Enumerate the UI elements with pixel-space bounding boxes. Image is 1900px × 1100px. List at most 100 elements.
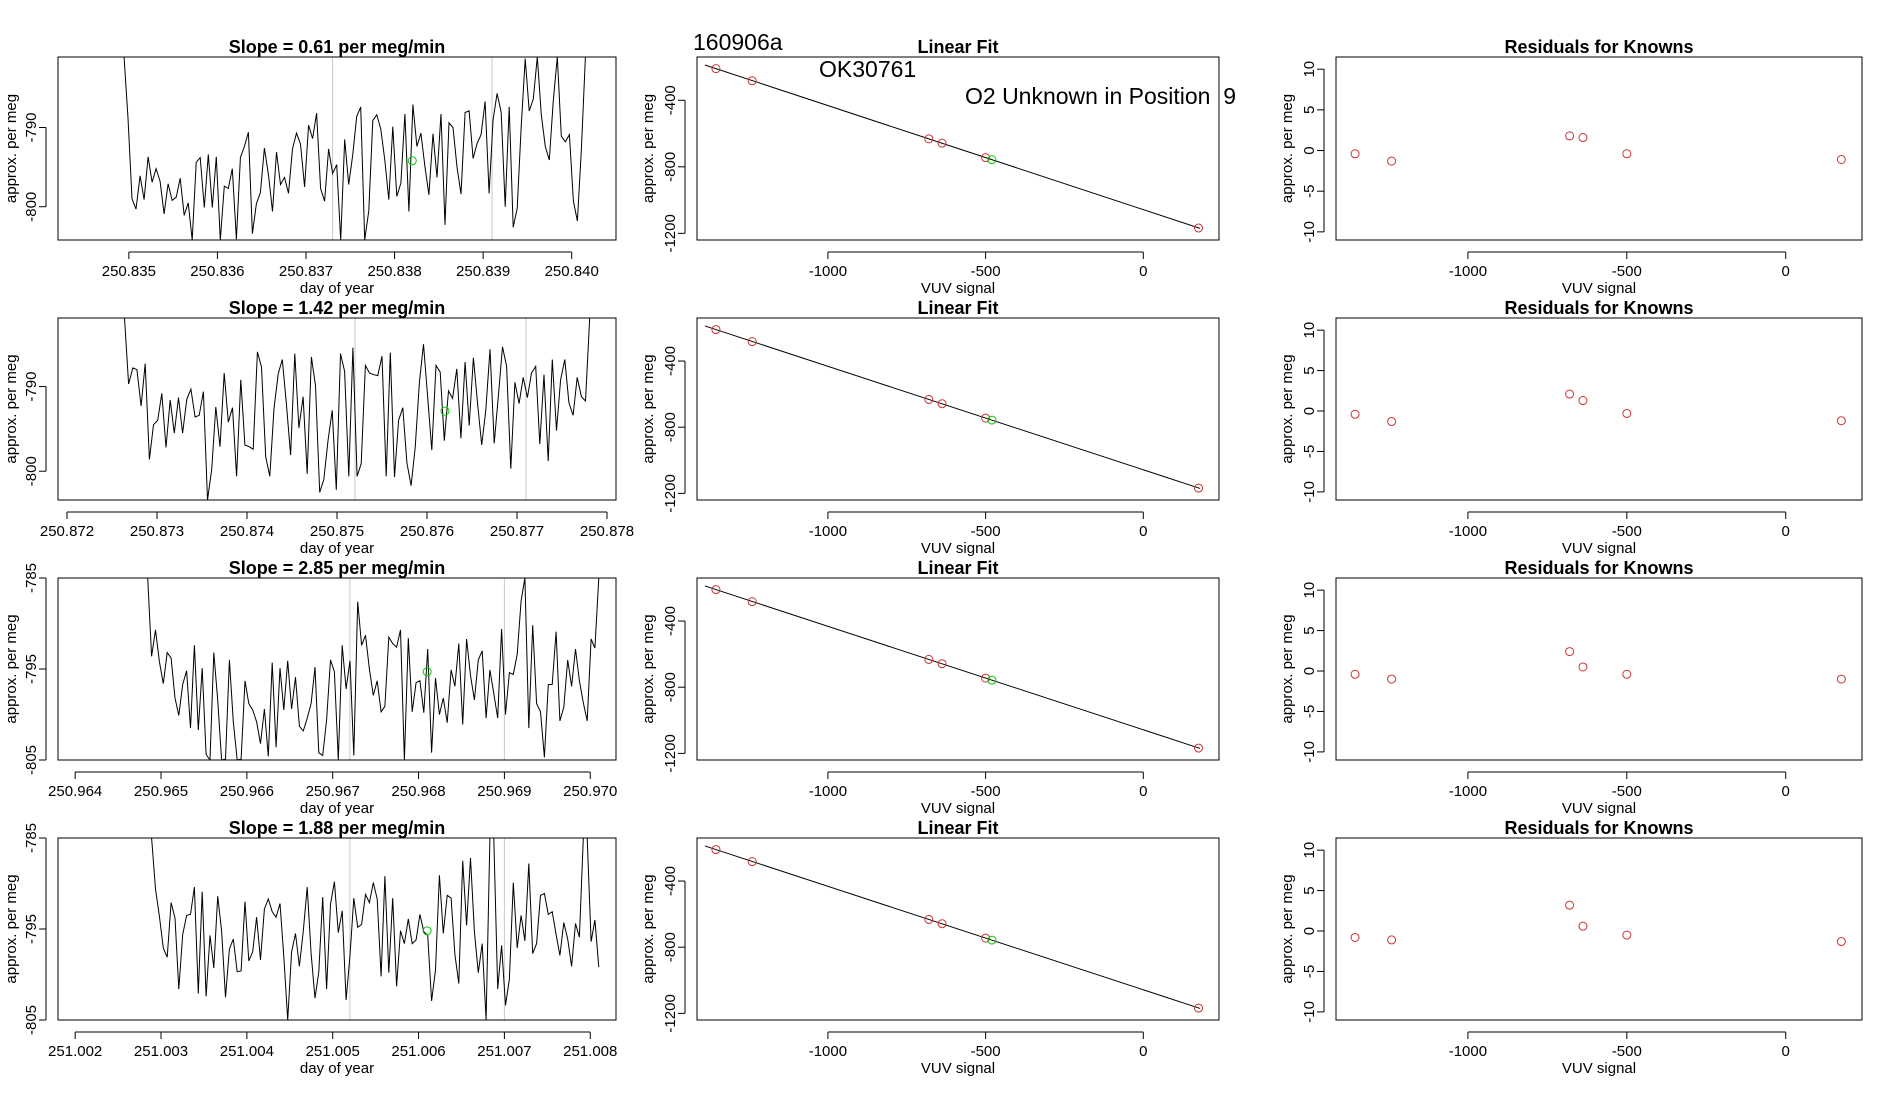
- x-tick-label: 251.006: [391, 1043, 445, 1060]
- y-tick-label: -790: [23, 372, 40, 402]
- plot-frame: [696, 577, 1220, 761]
- x-tick-label: 250.836: [190, 263, 244, 280]
- figure-title-position: O2 Unknown in Position 9: [965, 83, 1237, 109]
- y-tick-label: -800: [23, 192, 40, 222]
- known-point: [1350, 932, 1360, 942]
- slope-value: 1.42: [298, 298, 333, 318]
- x-tick-label: 0: [1782, 263, 1790, 280]
- panel-title: Slope = 2.85 per meg/min: [229, 558, 446, 578]
- y-axis-label: approx. per meg: [640, 94, 657, 203]
- x-tick-label: 251.004: [220, 1043, 274, 1060]
- y-tick-label: -785: [23, 563, 40, 593]
- known-point: [747, 337, 757, 347]
- x-axis-label: VUV signal: [921, 540, 995, 557]
- known-point: [981, 673, 991, 683]
- x-tick-label: 250.835: [102, 263, 156, 280]
- x-tick-label: 250.875: [310, 523, 364, 540]
- x-tick-label: 251.003: [134, 1043, 188, 1060]
- x-tick-label: -500: [1612, 523, 1642, 540]
- x-tick-label: -1000: [1449, 783, 1487, 800]
- x-tick-label: 0: [1782, 1043, 1790, 1060]
- x-tick-label: -1000: [1449, 523, 1487, 540]
- x-tick-label: 250.966: [220, 783, 274, 800]
- x-tick-label: 250.878: [580, 523, 634, 540]
- y-tick-label: 5: [1301, 106, 1318, 114]
- y-tick-label: -5: [1301, 965, 1318, 978]
- x-tick-label: 250.967: [306, 783, 360, 800]
- slope-value: 2.85: [298, 558, 333, 578]
- y-tick-label: -400: [662, 606, 679, 636]
- known-point: [1578, 133, 1588, 143]
- known-point: [1193, 743, 1203, 753]
- slope-value: 0.61: [298, 37, 333, 57]
- x-tick-label: -500: [971, 1043, 1001, 1060]
- known-point: [711, 845, 721, 855]
- x-axis-label: day of year: [300, 280, 374, 297]
- slope-unit: per meg/min: [333, 818, 445, 838]
- known-point: [1350, 149, 1360, 159]
- y-tick-label: -400: [662, 346, 679, 376]
- fit-line: [704, 585, 1201, 749]
- known-point: [1622, 930, 1632, 940]
- y-tick-label: 10: [1301, 842, 1318, 859]
- y-tick-label: -800: [662, 672, 679, 702]
- panel-11-linear-fit: Linear Fit VUV signal approx. per meg -1000…: [640, 818, 1220, 1077]
- y-tick-label: -805: [23, 745, 40, 775]
- plot-frame: [1335, 837, 1863, 1021]
- y-tick-label: -795: [23, 914, 40, 944]
- y-tick-label: -795: [23, 654, 40, 684]
- known-point: [937, 919, 947, 929]
- x-tick-label: 0: [1139, 783, 1147, 800]
- unknown-point: [987, 415, 997, 425]
- x-axis-label: day of year: [300, 540, 374, 557]
- x-tick-label: -500: [971, 523, 1001, 540]
- y-tick-label: -800: [662, 152, 679, 182]
- known-point: [1836, 674, 1846, 684]
- known-point: [747, 76, 757, 86]
- x-tick-label: 251.007: [477, 1043, 531, 1060]
- x-axis-label: day of year: [300, 1060, 374, 1077]
- unknown-marker: [440, 406, 450, 416]
- unknown-point: [987, 155, 997, 165]
- x-axis-label: day of year: [300, 800, 374, 817]
- y-tick-label: -10: [1301, 481, 1318, 503]
- x-tick-label: 250.876: [400, 523, 454, 540]
- x-tick-label: 250.970: [563, 783, 617, 800]
- x-tick-label: 250.839: [456, 263, 510, 280]
- known-point: [924, 914, 934, 924]
- x-tick-label: -1000: [1449, 263, 1487, 280]
- y-tick-label: -805: [23, 1005, 40, 1035]
- known-point: [1193, 1003, 1203, 1013]
- slope-label: Slope =: [229, 818, 299, 838]
- unknown-marker: [422, 926, 432, 936]
- known-point: [1565, 647, 1575, 657]
- panel-7-timeseries: Slope = 2.85 per meg/min day of year appro…: [3, 558, 617, 817]
- known-point: [937, 138, 947, 148]
- known-point: [1622, 149, 1632, 159]
- slope-label: Slope =: [229, 298, 299, 318]
- known-point: [1350, 409, 1360, 419]
- y-tick-label: -800: [662, 932, 679, 962]
- y-tick-label: -10: [1301, 741, 1318, 763]
- y-tick-label: -1200: [662, 214, 679, 252]
- panel-3-residuals: Residuals for Knowns VUV signal approx. pe…: [1279, 37, 1863, 297]
- known-point: [711, 64, 721, 74]
- y-axis-label: approx. per meg: [640, 354, 657, 463]
- series-line: [123, 57, 590, 240]
- plot-frame: [696, 837, 1220, 1021]
- known-point: [711, 325, 721, 335]
- y-tick-label: -5: [1301, 445, 1318, 458]
- x-tick-label: 0: [1139, 263, 1147, 280]
- x-tick-label: 250.840: [545, 263, 599, 280]
- unknown-marker: [422, 667, 432, 677]
- plot-frame: [1335, 317, 1863, 501]
- known-point: [747, 597, 757, 607]
- x-tick-label: -1000: [809, 783, 847, 800]
- known-point: [981, 933, 991, 943]
- y-tick-label: 0: [1301, 146, 1318, 154]
- known-point: [1622, 408, 1632, 418]
- known-point: [1565, 389, 1575, 399]
- x-tick-label: -1000: [809, 523, 847, 540]
- y-tick-label: -400: [662, 85, 679, 115]
